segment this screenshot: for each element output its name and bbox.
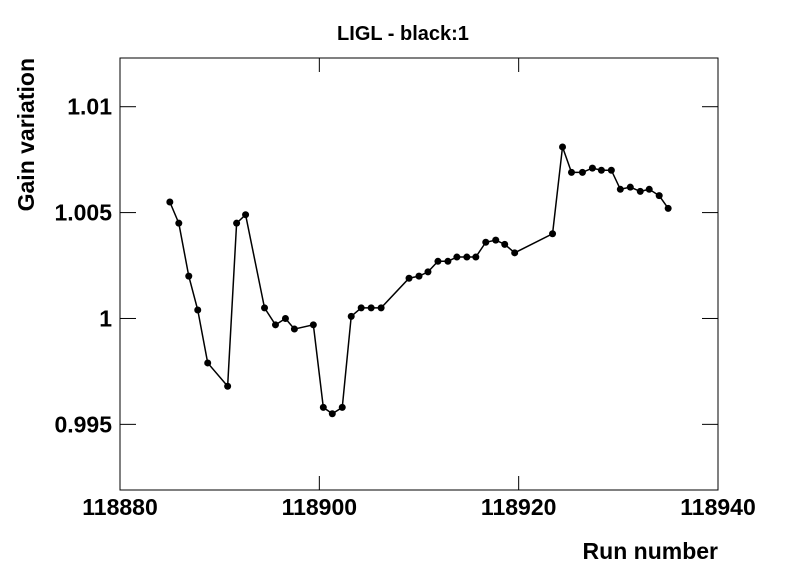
data-point xyxy=(424,268,432,276)
data-point xyxy=(281,314,289,322)
data-point xyxy=(290,325,298,333)
data-point xyxy=(233,219,241,227)
data-point xyxy=(636,187,644,195)
y-tick-label: 1.01 xyxy=(67,94,112,120)
data-point xyxy=(338,403,346,411)
data-point xyxy=(578,168,586,176)
data-point xyxy=(328,410,336,418)
data-point xyxy=(347,312,355,320)
data-point xyxy=(645,185,653,193)
data-point xyxy=(261,304,269,312)
data-point xyxy=(415,272,423,280)
data-point xyxy=(664,204,672,212)
data-point xyxy=(597,166,605,174)
data-point xyxy=(185,272,193,280)
plot-frame xyxy=(119,57,719,491)
data-point xyxy=(319,403,327,411)
data-point xyxy=(444,257,452,265)
y-tick-label: 0.995 xyxy=(54,411,112,437)
data-point xyxy=(626,183,634,191)
y-axis-label: Gain variation xyxy=(13,58,39,211)
x-axis-label: Run number xyxy=(583,538,718,564)
y-tick-label: 1 xyxy=(99,305,112,331)
x-tick-label: 118900 xyxy=(282,494,357,520)
data-point xyxy=(175,219,183,227)
x-tick-label: 118940 xyxy=(680,494,755,520)
data-point xyxy=(367,304,375,312)
data-point xyxy=(204,359,212,367)
data-point xyxy=(434,257,442,265)
data-point xyxy=(607,166,615,174)
data-point xyxy=(453,253,461,261)
data-point xyxy=(588,164,596,172)
data-point xyxy=(405,274,413,282)
x-tick-label: 118920 xyxy=(481,494,556,520)
data-point xyxy=(357,304,365,312)
data-point xyxy=(655,192,663,200)
data-point xyxy=(567,168,575,176)
y-tick-label: 1.005 xyxy=(54,200,112,226)
data-point xyxy=(224,382,232,390)
data-point xyxy=(309,321,317,329)
data-point xyxy=(482,238,490,246)
x-tick-label: 118880 xyxy=(82,494,157,520)
data-point xyxy=(377,304,385,312)
data-point xyxy=(559,143,567,151)
data-point xyxy=(472,253,480,261)
chart-title: LIGL - black:1 xyxy=(337,23,469,45)
data-point xyxy=(194,306,202,314)
data-point xyxy=(492,236,500,244)
data-point xyxy=(511,249,519,257)
data-point xyxy=(463,253,471,261)
data-point xyxy=(166,198,174,206)
data-point xyxy=(616,185,624,193)
data-point xyxy=(501,240,509,248)
data-point xyxy=(549,230,557,238)
data-point xyxy=(271,321,279,329)
data-point xyxy=(242,211,250,219)
